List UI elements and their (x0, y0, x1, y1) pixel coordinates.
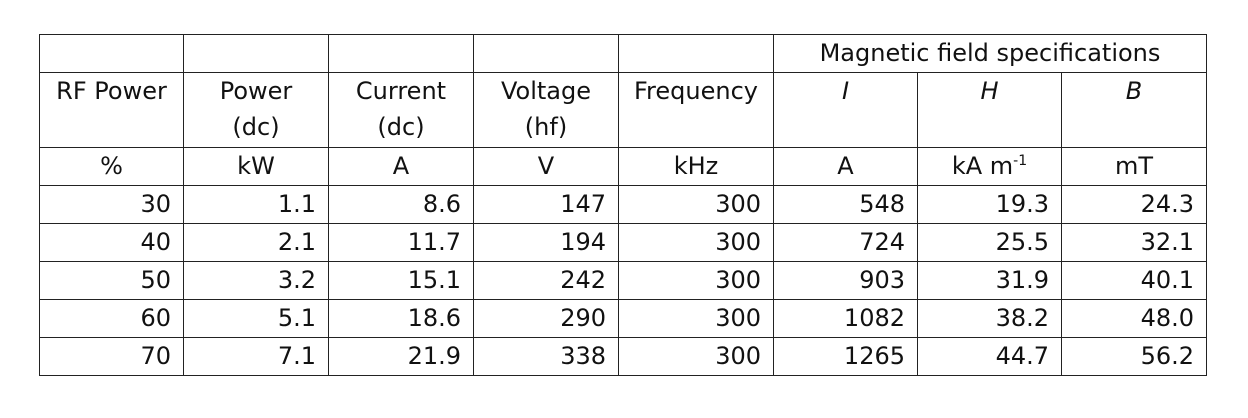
table-cell: 32.1 (1061, 223, 1207, 262)
column-header-line2: (dc) (377, 113, 425, 141)
unit-cell: A (773, 147, 918, 186)
magnetic-field-group-header: Magnetic field specifications (773, 34, 1207, 73)
table-cell: 25.5 (917, 223, 1062, 262)
table-cell: 1265 (773, 337, 918, 376)
table-cell: 40 (39, 223, 184, 262)
table-cell: 31.9 (917, 261, 1062, 300)
column-header-row: RF Power Power (dc) Current (dc) Voltage… (39, 72, 1207, 148)
unit-cell-h: kA m-1 (917, 147, 1062, 186)
column-header-line1: I (841, 77, 850, 105)
column-header-line2: (hf) (524, 113, 568, 141)
table-cell: 18.6 (328, 299, 474, 338)
magnetic-field-table: Magnetic field specifications RF Power P… (39, 34, 1207, 376)
table-cell: 30 (39, 185, 184, 224)
table-cell: 48.0 (1061, 299, 1207, 338)
table-cell: 15.1 (328, 261, 474, 300)
table-cell: 1.1 (183, 185, 329, 224)
column-header-line1: Power (219, 77, 293, 105)
table-row: 60 5.1 18.6 290 300 1082 38.2 48.0 (39, 299, 1207, 338)
table-cell: 548 (773, 185, 918, 224)
table-row: 50 3.2 15.1 242 300 903 31.9 40.1 (39, 261, 1207, 300)
column-header-i: I (773, 72, 918, 148)
blank-header-cell (183, 34, 329, 73)
table-cell: 300 (618, 261, 774, 300)
unit-cell: % (39, 147, 184, 186)
unit-superscript: -1 (1013, 153, 1028, 169)
blank-header-cell (39, 34, 184, 73)
table-cell: 147 (473, 185, 619, 224)
column-header-line1: H (980, 77, 999, 105)
table-cell: 70 (39, 337, 184, 376)
table-cell: 300 (618, 299, 774, 338)
unit-text: kA m (951, 152, 1014, 180)
units-row: % kW A V kHz A kA m-1 mT (39, 147, 1207, 186)
table-cell: 1082 (773, 299, 918, 338)
table-cell: 242 (473, 261, 619, 300)
column-header-b: B (1061, 72, 1207, 148)
table-row: 40 2.1 11.7 194 300 724 25.5 32.1 (39, 223, 1207, 262)
unit-cell: A (328, 147, 474, 186)
table-cell: 8.6 (328, 185, 474, 224)
blank-header-cell (473, 34, 619, 73)
table-cell: 300 (618, 223, 774, 262)
column-header-line1: Current (355, 77, 447, 105)
column-header-current-dc: Current (dc) (328, 72, 474, 148)
table-cell: 60 (39, 299, 184, 338)
table-cell: 5.1 (183, 299, 329, 338)
table-cell: 40.1 (1061, 261, 1207, 300)
column-header-line1: B (1125, 77, 1143, 105)
unit-cell: kW (183, 147, 329, 186)
table-cell: 724 (773, 223, 918, 262)
table-cell: 50 (39, 261, 184, 300)
table-cell: 38.2 (917, 299, 1062, 338)
table-cell: 24.3 (1061, 185, 1207, 224)
table-cell: 44.7 (917, 337, 1062, 376)
table-cell: 338 (473, 337, 619, 376)
table-cell: 56.2 (1061, 337, 1207, 376)
column-header-line1: Frequency (634, 77, 758, 105)
column-header-line2: (dc) (232, 113, 280, 141)
unit-cell: kHz (618, 147, 774, 186)
column-header-voltage-hf: Voltage (hf) (473, 72, 619, 148)
unit-cell: V (473, 147, 619, 186)
column-header-rf-power: RF Power (39, 72, 184, 148)
table-cell: 300 (618, 337, 774, 376)
table-cell: 21.9 (328, 337, 474, 376)
table-cell: 3.2 (183, 261, 329, 300)
column-header-h: H (917, 72, 1062, 148)
table-cell: 903 (773, 261, 918, 300)
column-header-line1: Voltage (500, 77, 592, 105)
table-cell: 194 (473, 223, 619, 262)
column-header-frequency: Frequency (618, 72, 774, 148)
table-row: 30 1.1 8.6 147 300 548 19.3 24.3 (39, 185, 1207, 224)
column-header-power-dc: Power (dc) (183, 72, 329, 148)
table-cell: 19.3 (917, 185, 1062, 224)
table-cell: 7.1 (183, 337, 329, 376)
table-cell: 2.1 (183, 223, 329, 262)
table-cell: 11.7 (328, 223, 474, 262)
table-cell: 300 (618, 185, 774, 224)
table-cell: 290 (473, 299, 619, 338)
group-header-row: Magnetic field specifications (39, 34, 1207, 73)
table-row: 70 7.1 21.9 338 300 1265 44.7 56.2 (39, 337, 1207, 376)
column-header-line1: RF Power (56, 77, 167, 105)
blank-header-cell (328, 34, 474, 73)
unit-cell: mT (1061, 147, 1207, 186)
blank-header-cell (618, 34, 774, 73)
